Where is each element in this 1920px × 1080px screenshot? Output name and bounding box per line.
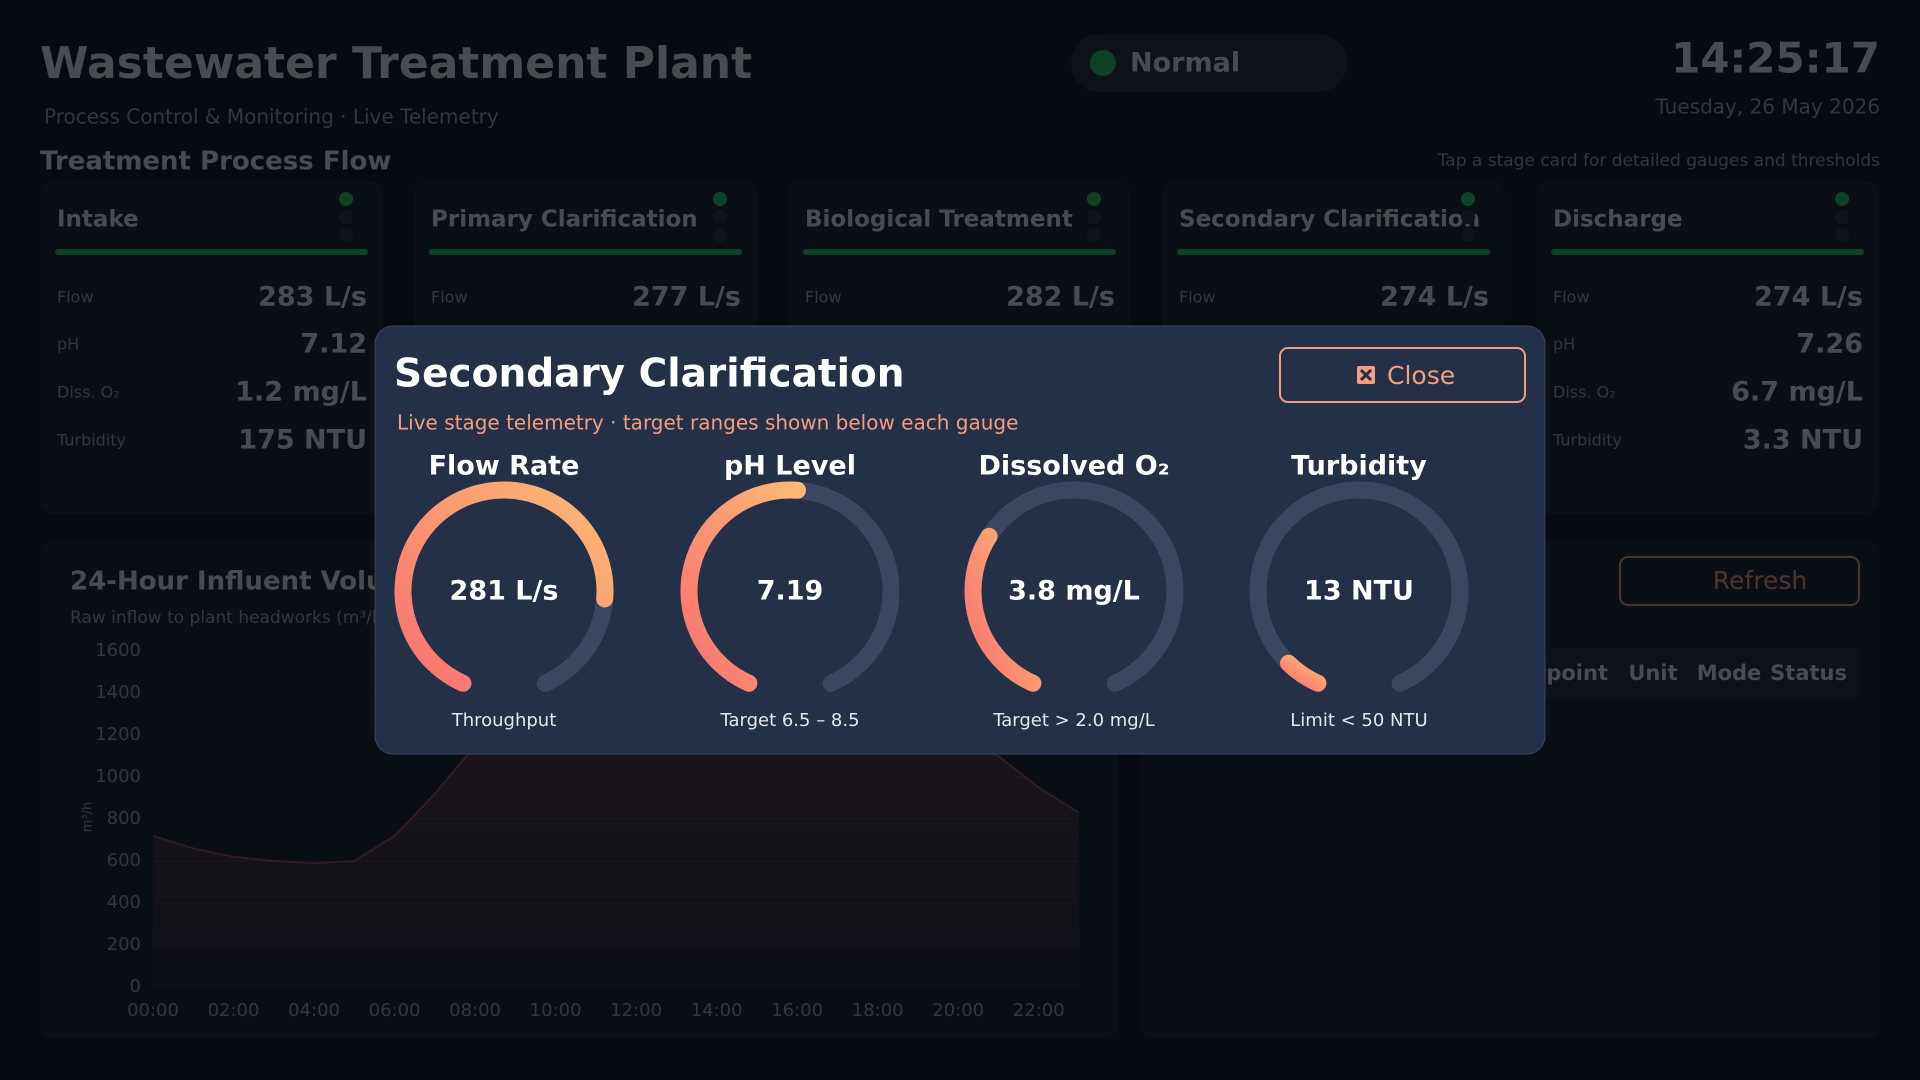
gauge-value: 3.8 mg/L	[1008, 576, 1140, 607]
modal-panel	[374, 325, 1546, 755]
gauge-label: Turbidity	[1291, 451, 1427, 482]
modal-subtitle: Live stage telemetry · target ranges sho…	[397, 411, 1018, 435]
gauge-caption: Target > 2.0 mg/L	[992, 710, 1155, 731]
gauge-arc	[1279, 654, 1327, 692]
gauge-arc	[394, 481, 614, 692]
close-label[interactable]: Close	[1387, 361, 1455, 390]
close-icon-cross[interactable]	[1359, 368, 1373, 382]
gauge-value: 281 L/s	[450, 576, 559, 607]
modal-title: Secondary Clarification	[394, 352, 905, 397]
close-button-frame[interactable]	[1279, 347, 1526, 403]
gauge-caption: Throughput	[451, 710, 557, 731]
gauge-value: 13 NTU	[1304, 576, 1414, 607]
gauge-value: 7.19	[757, 576, 824, 607]
gauge-label: Flow Rate	[429, 451, 580, 482]
gauge-arc	[680, 481, 806, 692]
gauge-caption: Limit < 50 NTU	[1290, 710, 1427, 731]
gauge-label: pH Level	[724, 451, 856, 482]
gauge-label: Dissolved O₂	[978, 451, 1169, 482]
close-button[interactable]: Close	[1279, 347, 1526, 403]
gauge-track	[1249, 481, 1469, 692]
modal: Secondary Clarification Close Live stage…	[374, 325, 1546, 755]
gauge-arc	[964, 527, 1042, 692]
gauge-caption: Target 6.5 – 8.5	[719, 710, 859, 731]
